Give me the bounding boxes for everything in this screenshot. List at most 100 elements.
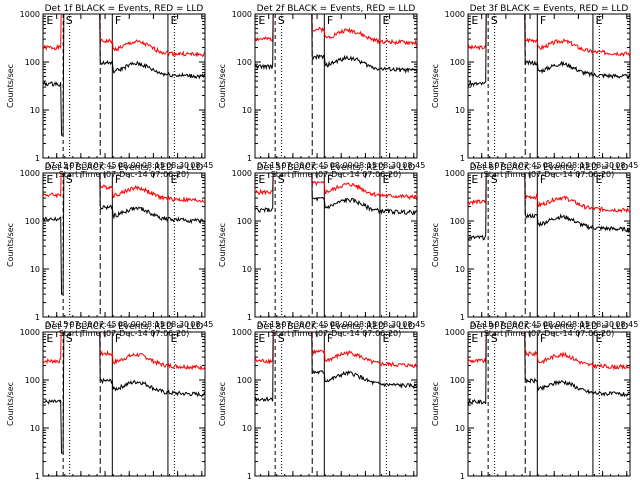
- x-tick-label: 08:30: [166, 161, 189, 170]
- y-tick-label: 1: [460, 154, 465, 163]
- y-tick-label: 100: [237, 217, 252, 226]
- x-tick-label: 07:45: [94, 320, 117, 329]
- y-tick-label: 1: [35, 154, 40, 163]
- region-label: E: [383, 14, 390, 27]
- y-tick-label: 100: [450, 376, 465, 385]
- x-tick-label: 08:15: [354, 161, 377, 170]
- region-label: E: [471, 173, 478, 186]
- y-axis-label: Counts/sec: [6, 64, 15, 108]
- x-tick-label: 08:00: [330, 320, 353, 329]
- x-tick-label: 07:15: [257, 161, 280, 170]
- lld-trace: [255, 173, 417, 201]
- lld-trace: [43, 173, 205, 203]
- region-label: E: [471, 14, 478, 27]
- x-tick-label: 08:45: [190, 320, 213, 329]
- plot-frame: [467, 172, 631, 318]
- region-label: E: [46, 14, 53, 27]
- lld-trace: [468, 14, 630, 58]
- x-tick-label: 08:15: [142, 161, 165, 170]
- panel-1: Det 1f BLACK = Events, RED = LLD 1 10 100 10…: [6, 4, 213, 179]
- region-label: E: [171, 332, 178, 345]
- region-label: S: [278, 14, 285, 27]
- panel-9: Det 9f BLACK = Events, RED = LLD 1 10 100 10…: [431, 322, 638, 480]
- x-axis-label: Start Time (07-Dec-14 07:06:20): [59, 329, 190, 338]
- y-tick-label: 1: [247, 313, 252, 322]
- x-tick-label: 07:30: [69, 161, 92, 170]
- x-tick-label: 08:45: [402, 320, 425, 329]
- y-tick-label: 100: [25, 376, 40, 385]
- lld-trace: [255, 332, 417, 369]
- x-tick-label: 08:15: [567, 161, 590, 170]
- x-tick-label: 07:45: [519, 161, 542, 170]
- y-tick-label: 10: [242, 265, 252, 274]
- y-tick-label: 1: [35, 313, 40, 322]
- y-tick-label: 10: [455, 424, 465, 433]
- x-tick-label: 08:45: [402, 161, 425, 170]
- region-label: S: [491, 14, 498, 27]
- panel-title: Det 8f BLACK = Events, RED = LLD: [257, 322, 416, 332]
- region-label: F: [115, 332, 121, 345]
- x-tick-label: 07:30: [281, 320, 304, 329]
- y-tick-label: 100: [237, 376, 252, 385]
- panel-title: Det 2f BLACK = Events, RED = LLD: [257, 4, 416, 14]
- panel-title: Det 9f BLACK = Events, RED = LLD: [470, 322, 629, 332]
- x-tick-label: 08:15: [354, 320, 377, 329]
- y-axis-label: Counts/sec: [6, 382, 15, 426]
- region-label: E: [171, 14, 178, 27]
- region-label: E: [258, 332, 265, 345]
- region-label: F: [327, 173, 333, 186]
- panel-6: Det 6f BLACK = Events, RED = LLD 1 10 100 10…: [431, 163, 638, 338]
- x-tick-label: 07:15: [470, 161, 493, 170]
- y-tick-label: 1: [460, 313, 465, 322]
- x-tick-label: 08:30: [591, 161, 614, 170]
- y-tick-label: 10: [30, 106, 40, 115]
- region-label: E: [258, 14, 265, 27]
- panel-title: Det 1f BLACK = Events, RED = LLD: [45, 4, 204, 14]
- x-axis-label: Start Time (07-Dec-14 07:06:20): [271, 329, 402, 338]
- x-axis-label: Start Time (07-Dec-14 07:06:20): [59, 170, 190, 179]
- events-trace: [255, 14, 417, 74]
- panel-title: Det 5f BLACK = Events, RED = LLD: [257, 163, 416, 173]
- x-axis-label: Start Time (07-Dec-14 07:06:20): [271, 170, 402, 179]
- x-tick-label: 08:30: [591, 320, 614, 329]
- events-trace: [43, 173, 205, 295]
- panel-8: Det 8f BLACK = Events, RED = LLD 1 10 100 10…: [218, 322, 425, 480]
- panel-title: Det 6f BLACK = Events, RED = LLD: [470, 163, 629, 173]
- region-label: E: [596, 14, 603, 27]
- y-axis-label: Counts/sec: [218, 64, 227, 108]
- panel-title: Det 4f BLACK = Events, RED = LLD: [45, 163, 204, 173]
- region-label: S: [66, 332, 73, 345]
- region-label: F: [115, 14, 121, 27]
- panel-2: Det 2f BLACK = Events, RED = LLD 1 10 100 10…: [218, 4, 425, 179]
- y-tick-label: 100: [450, 58, 465, 67]
- events-trace: [468, 173, 630, 241]
- panel-title: Det 3f BLACK = Events, RED = LLD: [470, 4, 629, 14]
- y-tick-label: 1000: [232, 169, 252, 178]
- x-tick-label: 08:15: [142, 320, 165, 329]
- x-tick-label: 07:15: [45, 320, 68, 329]
- y-tick-label: 100: [450, 217, 465, 226]
- y-tick-label: 1000: [232, 328, 252, 337]
- y-tick-label: 1000: [20, 169, 40, 178]
- region-label: S: [278, 332, 285, 345]
- plot-frame: [467, 13, 631, 159]
- y-tick-label: 100: [25, 217, 40, 226]
- y-tick-label: 10: [30, 424, 40, 433]
- y-tick-label: 10: [455, 106, 465, 115]
- x-tick-label: 07:15: [470, 320, 493, 329]
- plot-frame: [42, 13, 206, 159]
- x-tick-label: 07:45: [306, 320, 329, 329]
- x-tick-label: 07:15: [257, 320, 280, 329]
- region-label: F: [327, 332, 333, 345]
- lld-trace: [43, 332, 205, 371]
- lld-trace: [468, 173, 630, 214]
- y-axis-label: Counts/sec: [218, 223, 227, 267]
- events-trace: [255, 173, 417, 216]
- panel-title: Det 7f BLACK = Events, RED = LLD: [45, 322, 204, 332]
- region-label: F: [115, 173, 121, 186]
- plot-frame: [254, 172, 418, 318]
- plot-frame: [254, 13, 418, 159]
- x-tick-label: 07:45: [306, 161, 329, 170]
- events-trace: [43, 14, 205, 136]
- plot-frame: [467, 331, 631, 477]
